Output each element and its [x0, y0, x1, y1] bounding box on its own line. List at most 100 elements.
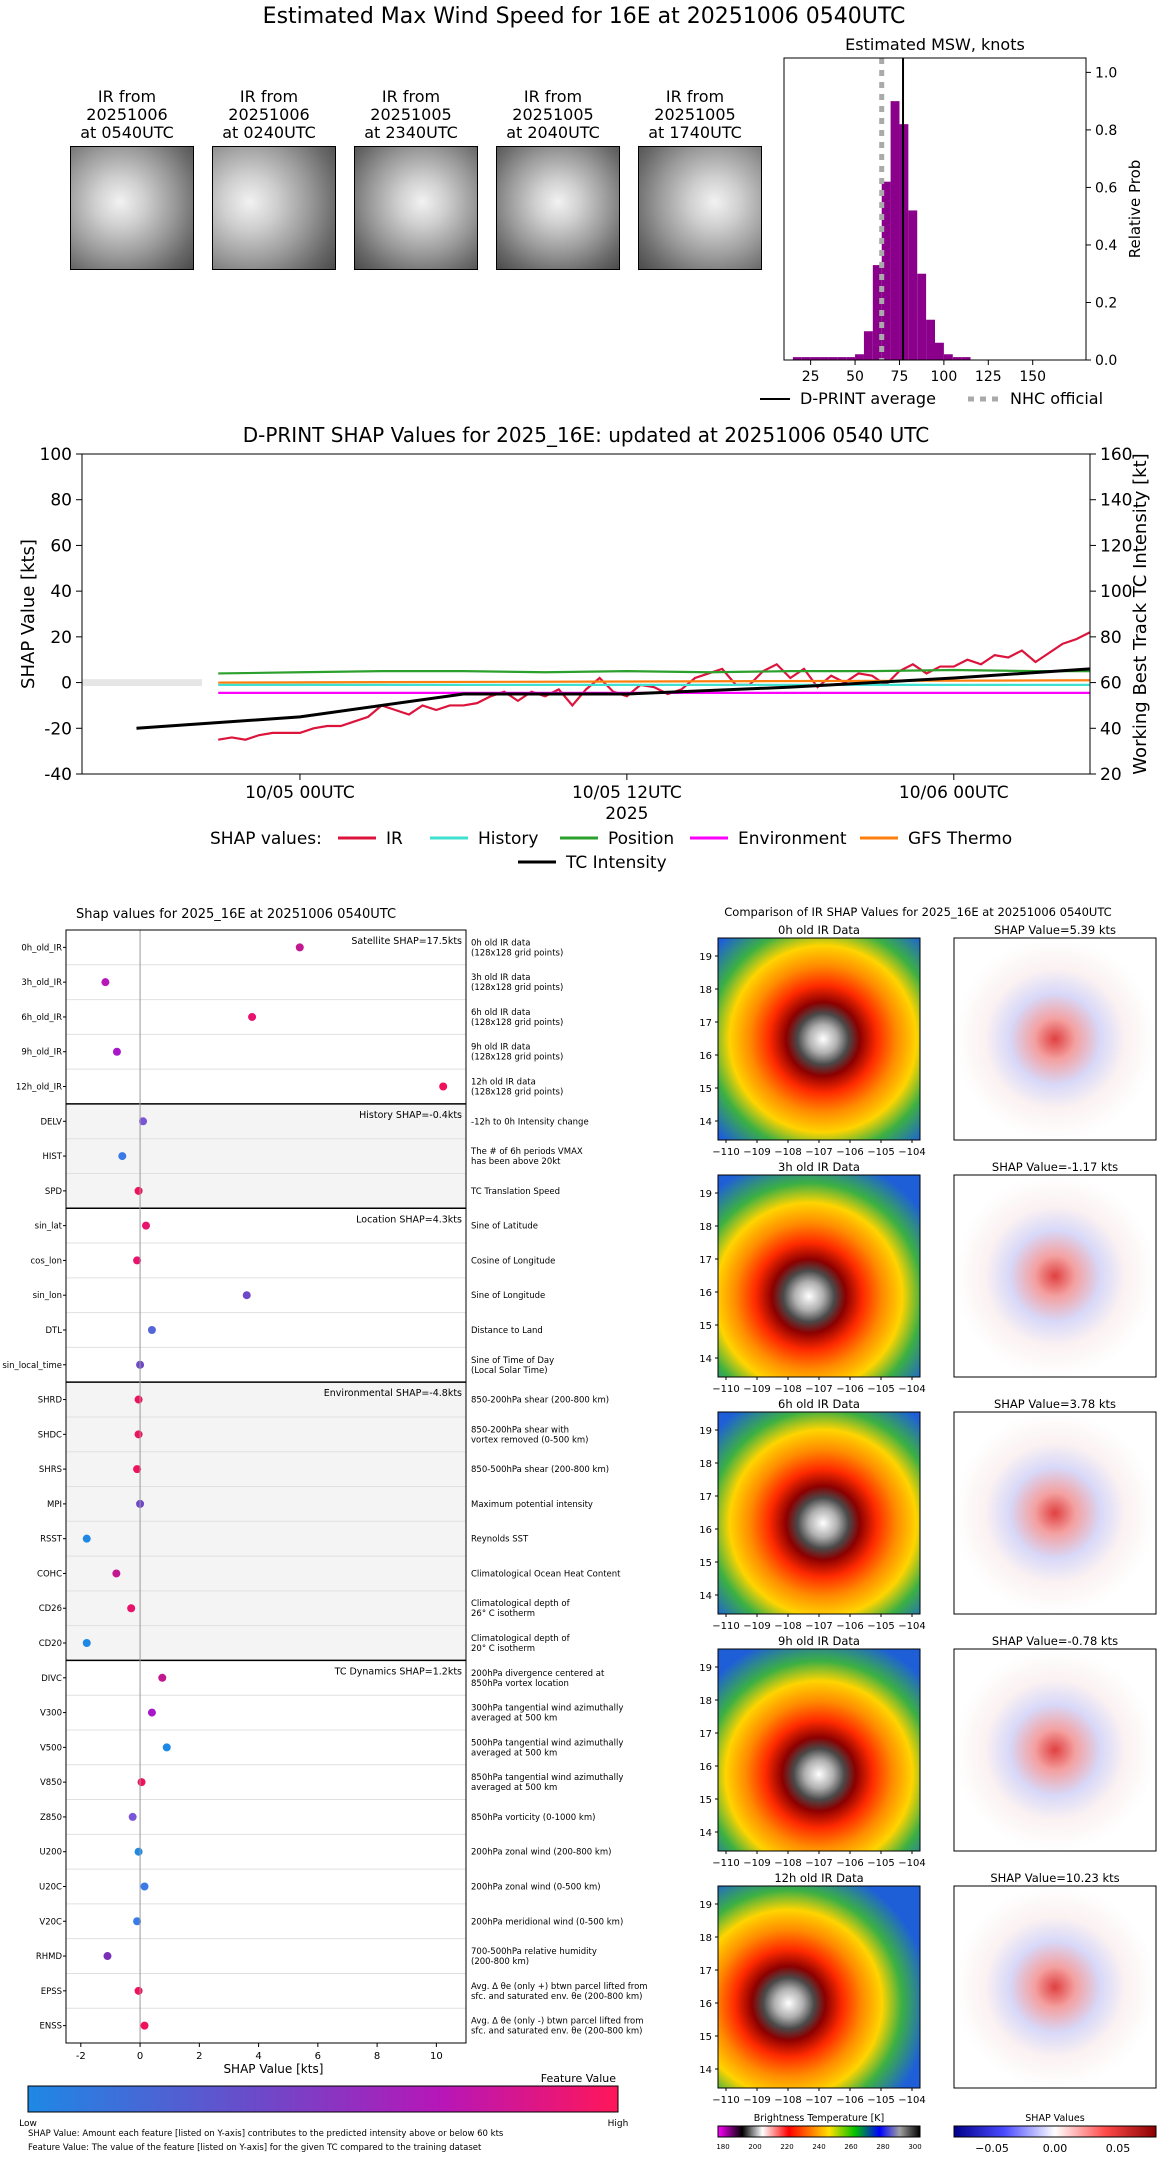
feature-name: ENSS — [39, 2022, 62, 2032]
feature-name: 0h_old_IR — [21, 943, 62, 953]
feature-description: Sine of Longitude — [471, 1291, 545, 1301]
histogram-bar — [961, 357, 971, 360]
lat-tick-label: 17 — [699, 1966, 712, 1977]
y2-tick-label: 100 — [1100, 582, 1132, 602]
feature-shap-point — [101, 978, 110, 987]
y-tick-label: 80 — [50, 491, 72, 511]
x-tick-label: 25 — [802, 369, 820, 385]
feature-description: Sine of Latitude — [471, 1222, 538, 1232]
lon-tick-label: −109 — [743, 1858, 770, 1869]
y-tick-label: 0.4 — [1095, 238, 1117, 254]
feature-description: Avg. Δ θe (only -) btwn parcel lifted fr… — [471, 2017, 644, 2027]
feature-shap-point — [82, 1639, 91, 1648]
thumb-title-line: at 0540UTC — [80, 123, 174, 142]
feature-shap-point — [134, 1986, 143, 1995]
shap-map-title: SHAP Value=-0.78 kts — [992, 1634, 1118, 1648]
feature-description: (200-800 km) — [471, 1957, 529, 1967]
feature-shap-point — [140, 2021, 149, 2030]
lat-tick-label: 18 — [699, 1459, 712, 1470]
ir-image-title: 6h old IR Data — [778, 1397, 860, 1411]
x-axis-label: 2025 — [605, 804, 648, 824]
legend-label: TC Intensity — [565, 853, 667, 873]
feature-description: 850hPa tangential wind azimuthally — [471, 1773, 623, 1783]
lat-tick-label: 14 — [699, 1354, 712, 1365]
bt-tick-label: 280 — [876, 2143, 889, 2151]
sv-colorbar-label: SHAP Values — [1025, 2113, 1085, 2124]
x-tick-label: 50 — [846, 369, 864, 385]
lon-tick-label: −107 — [805, 1384, 832, 1395]
feature-shap-point — [133, 1917, 142, 1926]
feature-name: cos_lon — [30, 1256, 62, 1266]
shap-map — [953, 1885, 1157, 2089]
series-line-ir — [218, 631, 1091, 741]
feature-chart-frame — [65, 929, 467, 2044]
y-tick-label: 0.0 — [1095, 353, 1117, 369]
feature-shap-point — [127, 1604, 136, 1613]
histogram-frame — [783, 57, 1087, 361]
feature-name: SHRS — [39, 1465, 62, 1475]
thumb-title-line: 20251005 — [512, 105, 594, 124]
legend-label: Environment — [738, 829, 847, 849]
timeseries-frame — [81, 453, 1091, 775]
feature-name: CD26 — [39, 1604, 62, 1614]
thumb-title-line: at 2340UTC — [364, 123, 458, 142]
feature-group-label: TC Dynamics SHAP=1.2kts — [334, 1666, 462, 1677]
lon-tick-label: −108 — [774, 1621, 801, 1632]
lat-tick-label: 15 — [699, 1795, 712, 1806]
tc-intensity-line — [136, 667, 1091, 730]
thumb-title: IR from 20251005 at 2340UTC — [341, 88, 481, 142]
feature-shap-point — [134, 1430, 143, 1439]
thumb-title: IR from 20251005 at 2040UTC — [483, 88, 623, 142]
thumb-title-line: 20251006 — [228, 105, 310, 124]
feature-description: 6h old IR data — [471, 1008, 530, 1018]
histogram-bar — [872, 265, 882, 360]
feature-name: MPI — [47, 1500, 62, 1510]
x-tick-label: 10/06 00UTC — [899, 783, 1009, 803]
feature-description: sfc. and saturated env. θe (200-800 km) — [471, 2027, 643, 2037]
feature-shap-point — [134, 1395, 143, 1404]
y-tick-label: 0.2 — [1095, 295, 1117, 311]
lon-tick-label: −110 — [712, 2095, 739, 2106]
x-tick-label: 125 — [975, 369, 1002, 385]
zero-band — [82, 679, 202, 686]
feature-description: has been above 20kt — [471, 1157, 561, 1167]
y2-tick-label: 120 — [1100, 536, 1132, 556]
x-tick-label: 6 — [315, 2051, 321, 2062]
bt-tick-label: 200 — [748, 2143, 761, 2151]
feature-group-band — [66, 1208, 466, 1383]
lat-tick-label: 18 — [699, 1222, 712, 1233]
lon-tick-label: −109 — [743, 1384, 770, 1395]
feature-name: RSST — [40, 1535, 63, 1545]
bt-tick-label: 300 — [908, 2143, 921, 2151]
lon-tick-label: −110 — [712, 1147, 739, 1158]
lat-tick-label: 15 — [699, 1084, 712, 1095]
feature-group-band — [66, 1660, 466, 2043]
feature-name: 6h_old_IR — [21, 1013, 62, 1023]
lon-tick-label: −106 — [836, 2095, 863, 2106]
feature-description: 0h old IR data — [471, 938, 530, 948]
feature-shap-point — [248, 1012, 257, 1021]
feature-description: 26° C isotherm — [471, 1609, 535, 1619]
colorbar-bar — [27, 2085, 619, 2113]
ir-image — [717, 1411, 921, 1615]
feature-description: 9h old IR data — [471, 1043, 530, 1053]
lon-tick-label: −104 — [898, 1621, 925, 1632]
lat-tick-label: 19 — [699, 952, 712, 963]
ir-image — [717, 1648, 921, 1852]
histogram-bar — [890, 101, 900, 361]
lon-tick-label: −106 — [836, 1384, 863, 1395]
feature-description: vortex removed (0-500 km) — [471, 1435, 588, 1445]
feature-name: V500 — [40, 1743, 62, 1753]
shap-map — [953, 937, 1157, 1141]
ir-image — [717, 1885, 921, 2089]
lon-tick-label: −104 — [898, 2095, 925, 2106]
shap-map-title: SHAP Value=5.39 kts — [994, 923, 1116, 937]
lon-tick-label: −105 — [867, 1621, 894, 1632]
histogram-bar — [952, 357, 962, 360]
feature-description: Distance to Land — [471, 1326, 543, 1336]
page-title: Estimated Max Wind Speed for 16E at 2025… — [262, 4, 906, 29]
feature-description: sfc. and saturated env. θe (200-800 km) — [471, 1992, 643, 2002]
sv-tick-label: 0.05 — [1106, 2142, 1131, 2155]
thumb-title-line: 20251005 — [654, 105, 736, 124]
y2-tick-label: 20 — [1100, 765, 1122, 785]
